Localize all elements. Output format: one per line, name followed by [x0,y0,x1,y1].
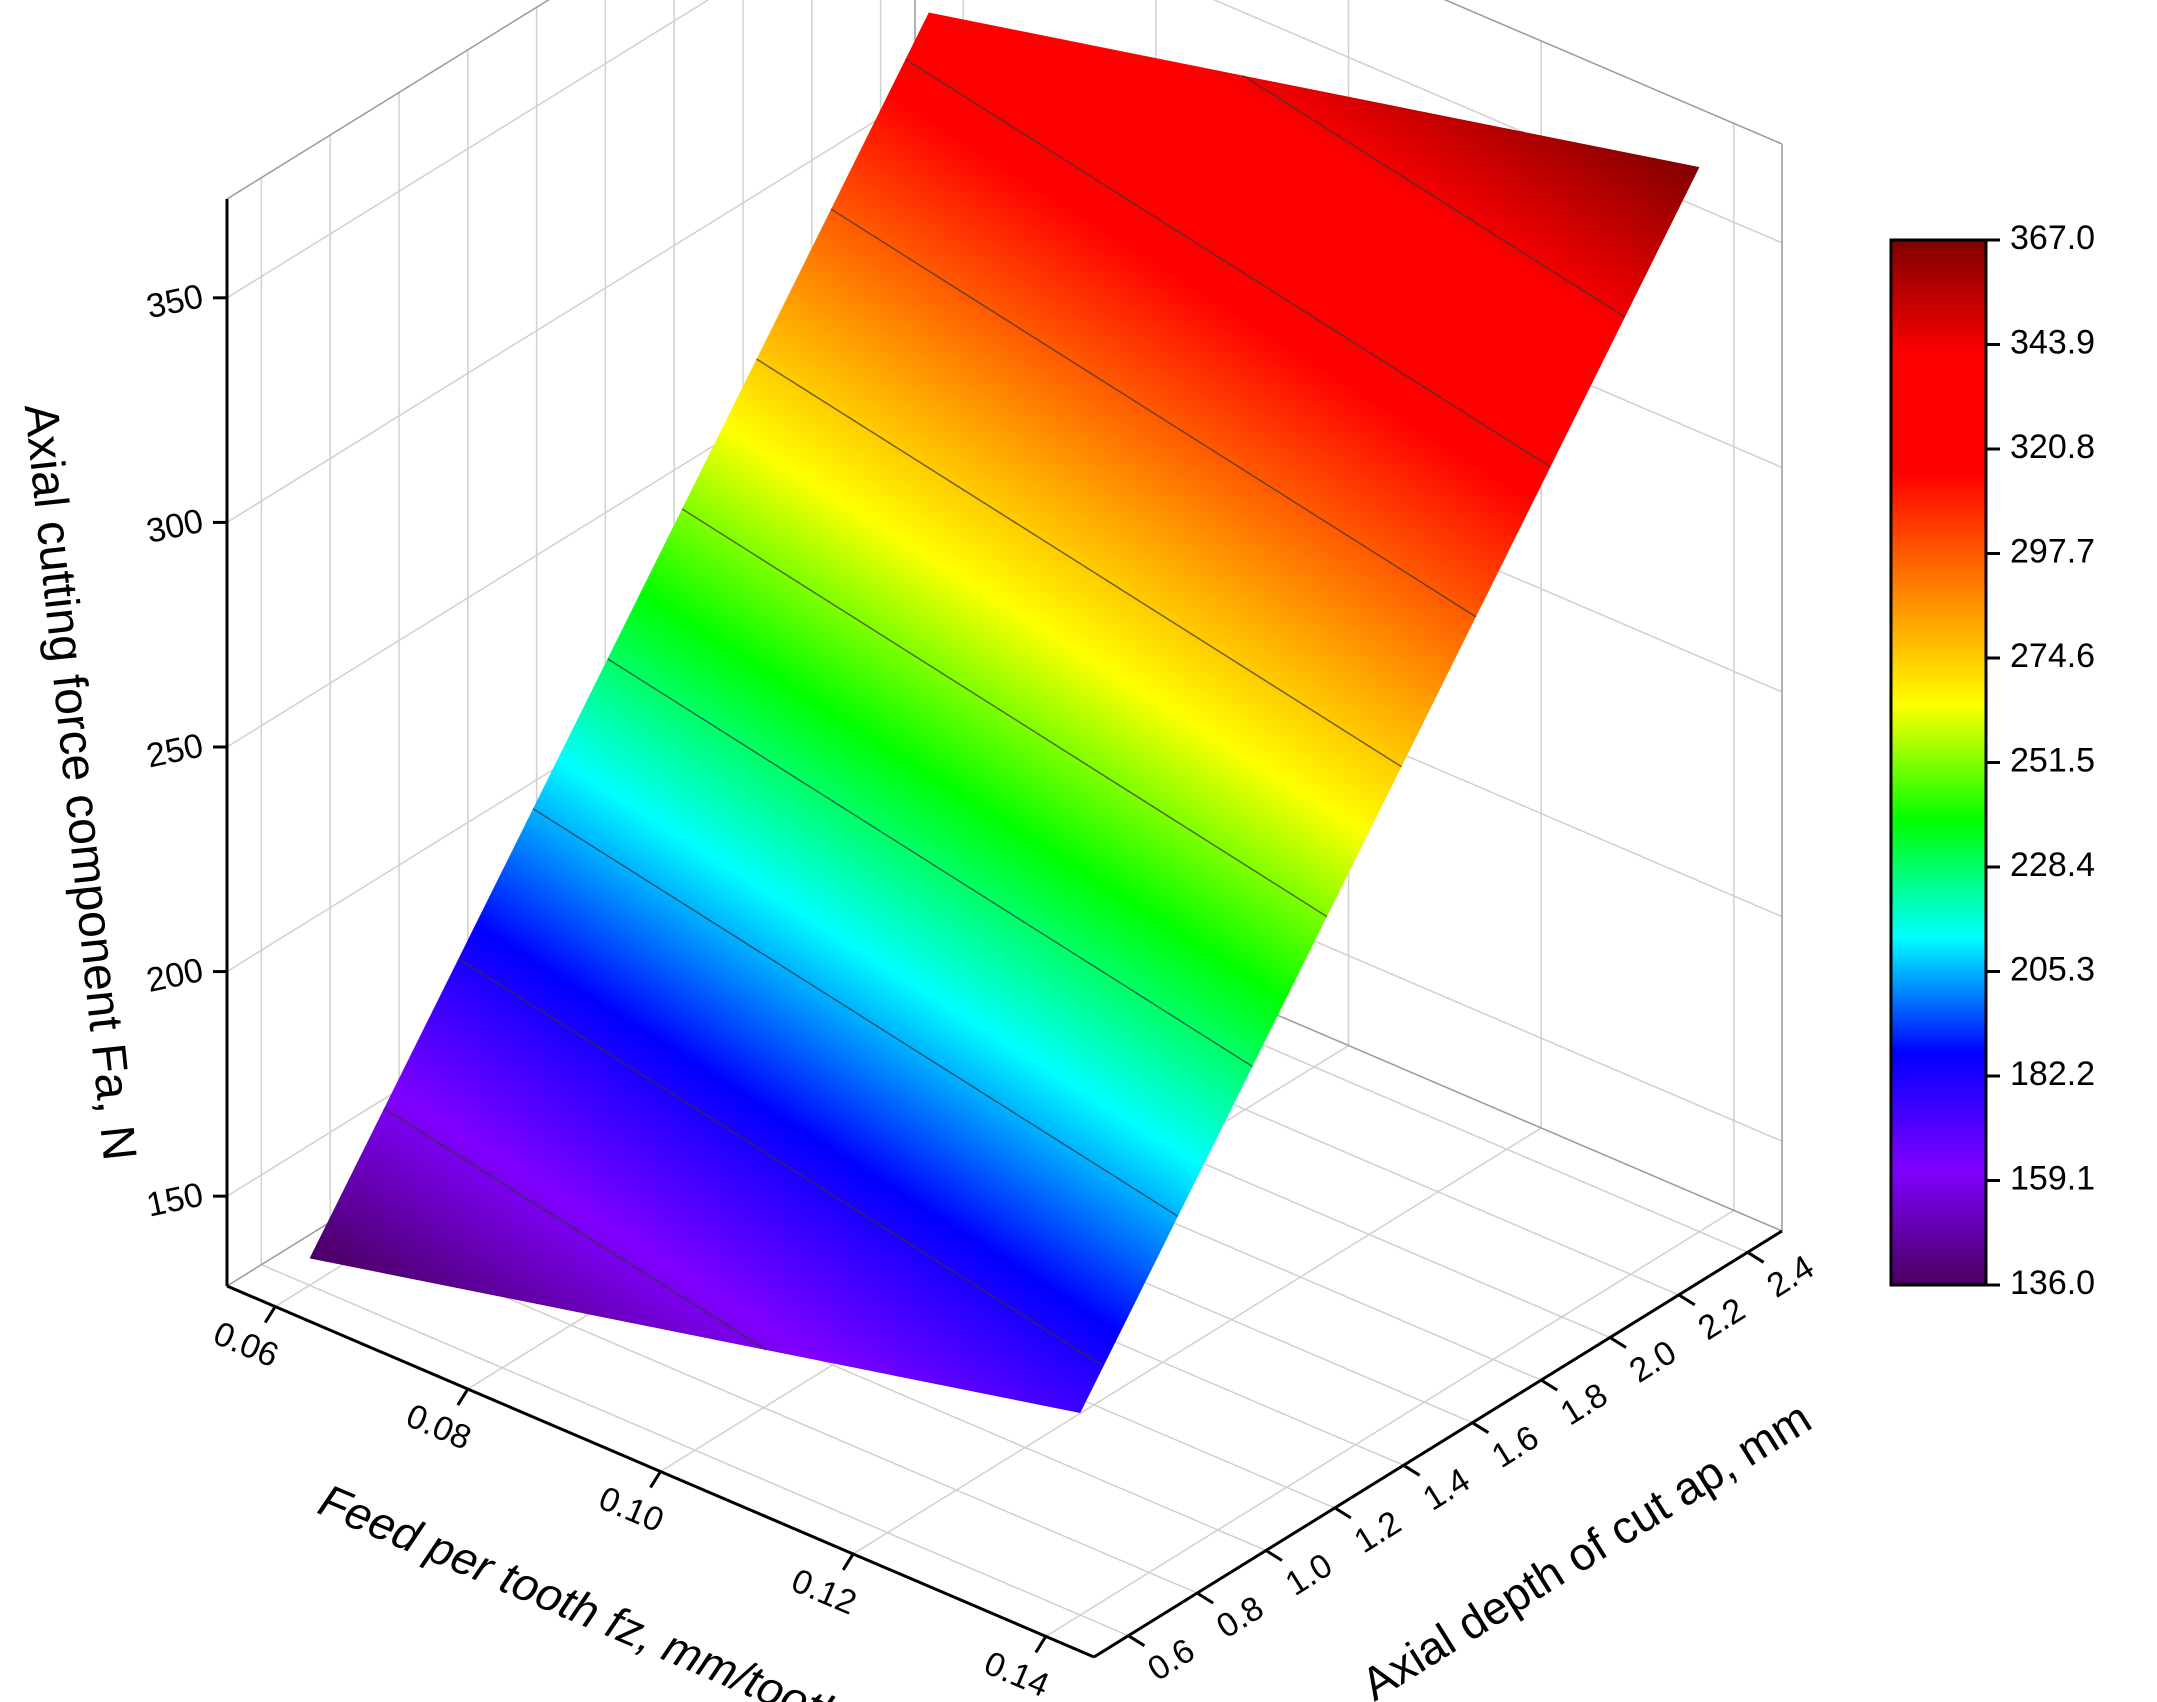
box-edge [1443,0,1783,145]
z-tick-label: 250 [143,726,206,775]
colorbar-tick-label: 136.0 [2010,1264,2095,1302]
tick-mark [1746,1251,1765,1264]
contour-line [607,658,1253,1068]
y-tick-label: 1.8 [1554,1376,1614,1433]
contour-line [532,808,1179,1217]
colorbar-tick-label: 182.2 [2010,1055,2095,1093]
contour-line [383,1107,767,1351]
tick-mark [263,1305,277,1324]
grid-line [852,1127,1542,1555]
colorbar-tick-label: 205.3 [2010,950,2095,988]
contour-line [458,957,1104,1367]
z-tick-label: 150 [143,1176,206,1225]
z-tick-label: 300 [143,502,206,551]
box-edge [226,0,550,200]
contour-line [905,58,1551,468]
colorbar-tick-label: 343.9 [2010,323,2095,361]
y-tick-label: 2.2 [1692,1291,1752,1348]
x-tick-label: 0.08 [401,1397,477,1458]
x-tick-label: 0.14 [979,1644,1055,1702]
tick-mark [1471,1421,1490,1434]
grid-line [1045,1209,1735,1638]
y-axis-label: Axial depth of cut ap, mm [1352,1391,1820,1702]
tick-mark [841,1553,855,1571]
colorbar-tick-label: 320.8 [2010,428,2095,466]
y-tick-label: 0.6 [1141,1631,1201,1688]
y-tick-label: 1.2 [1348,1504,1408,1561]
tick-mark [1265,1549,1283,1562]
x-tick-label: 0.06 [208,1314,284,1375]
x-tick-label: 0.12 [786,1562,862,1623]
contour-line [681,508,1328,918]
tick-mark [1334,1506,1352,1520]
contour-line [756,358,1402,768]
tick-mark [649,1470,662,1489]
tick-mark [1196,1591,1214,1605]
colorbar-tick-label: 367.0 [2010,219,2095,257]
y-tick-label: 1.0 [1279,1546,1339,1603]
grid-line [226,0,710,299]
grid-line [226,95,916,524]
y-tick-label: 2.4 [1760,1248,1820,1305]
z-axis-label: Axial cutting force component Fa, N [14,401,146,1163]
tick-mark [1609,1336,1627,1349]
y-tick-label: 2.0 [1623,1333,1683,1390]
grid-line [261,1264,1129,1637]
tick-mark [1402,1464,1421,1477]
y-tick-label: 0.8 [1210,1589,1270,1646]
z-tick-label: 350 [143,277,206,326]
colorbar-tick-label: 274.6 [2010,637,2095,675]
tick-mark [1678,1293,1696,1307]
tick-mark [1034,1635,1048,1654]
colorbar [1889,238,1988,1287]
axis-line [1093,1229,1783,1659]
tick-mark [456,1388,470,1406]
contour-line [830,208,1477,618]
contour-line [1242,74,1626,318]
x-axis-label: Feed per tooth fz, mm/tooth [312,1474,852,1702]
colorbar-tick-label: 228.4 [2010,846,2095,884]
y-tick-label: 1.6 [1485,1418,1545,1475]
colorbar-tick-label: 251.5 [2010,741,2095,779]
x-tick-label: 0.10 [593,1479,669,1540]
colorbar-tick-label: 159.1 [2010,1159,2095,1197]
y-tick-label: 1.4 [1416,1461,1476,1518]
z-tick-label: 200 [143,951,206,1000]
tick-mark [1540,1378,1558,1392]
tick-mark [1127,1634,1146,1647]
colorbar-tick-label: 297.7 [2010,532,2095,570]
